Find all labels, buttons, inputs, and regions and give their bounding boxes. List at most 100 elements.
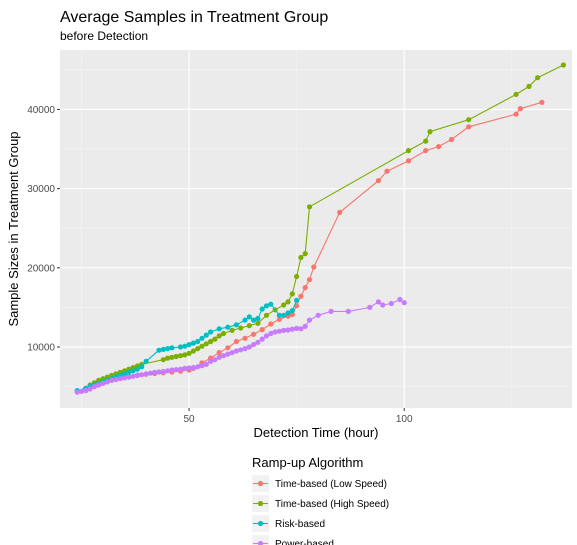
data-point	[388, 300, 394, 307]
data-point	[281, 312, 287, 318]
data-point	[216, 350, 222, 356]
data-point	[285, 310, 291, 316]
data-point	[216, 354, 222, 360]
legend-key	[252, 535, 269, 545]
data-point	[160, 346, 166, 352]
data-point	[216, 333, 222, 339]
data-point	[165, 355, 171, 361]
data-point	[165, 346, 171, 352]
legend-point	[257, 480, 264, 487]
data-point	[289, 308, 295, 314]
data-point	[263, 303, 270, 309]
data-point	[190, 348, 196, 354]
data-point	[466, 124, 472, 130]
data-point	[208, 338, 214, 345]
data-point	[306, 204, 313, 210]
data-point	[173, 353, 179, 360]
data-point	[306, 317, 313, 323]
data-point	[560, 62, 567, 68]
data-point	[182, 343, 188, 349]
data-point	[225, 345, 231, 351]
data-point	[152, 369, 158, 375]
data-point	[143, 358, 149, 364]
x-tick-label: 50	[184, 414, 196, 425]
data-point	[263, 312, 270, 318]
data-point	[139, 372, 145, 378]
data-point	[242, 335, 248, 341]
legend-item: Time-based (Low Speed)	[252, 475, 387, 492]
data-point	[251, 342, 257, 348]
y-axis-title: Sample Sizes in Treatment Group	[6, 131, 21, 326]
data-point	[375, 299, 381, 305]
data-point	[345, 308, 351, 314]
data-point	[375, 178, 381, 184]
data-point	[255, 315, 261, 322]
legend-title: Ramp-up Algorithm	[252, 455, 363, 470]
data-point	[177, 344, 184, 350]
data-point	[212, 357, 218, 363]
data-point	[242, 317, 248, 323]
data-point	[539, 99, 545, 105]
data-point	[401, 300, 407, 306]
data-point	[513, 91, 519, 97]
data-point	[190, 365, 196, 371]
data-point	[126, 369, 132, 375]
data-point	[259, 336, 265, 342]
data-point	[208, 329, 214, 335]
data-point	[328, 308, 334, 314]
data-point	[380, 302, 386, 308]
data-point	[109, 377, 115, 383]
data-point	[397, 296, 403, 303]
data-point	[517, 106, 524, 112]
data-point	[289, 291, 295, 297]
data-point	[91, 384, 97, 390]
data-point	[169, 345, 175, 351]
data-point	[294, 325, 300, 331]
data-point	[242, 346, 248, 352]
x-axis-title: Detection Time (hour)	[254, 425, 379, 440]
data-point	[311, 264, 317, 270]
data-point	[225, 324, 231, 330]
data-point	[281, 327, 287, 333]
data-point	[165, 368, 171, 374]
data-point	[156, 369, 162, 375]
data-point	[268, 330, 274, 337]
data-point	[246, 314, 252, 320]
legend-item: Risk-based	[252, 515, 325, 532]
data-point	[229, 327, 235, 333]
data-point	[298, 293, 304, 299]
data-point	[315, 312, 321, 318]
data-point	[233, 322, 239, 328]
data-point	[535, 75, 541, 81]
data-point	[199, 363, 205, 369]
data-point	[238, 325, 244, 331]
data-point	[177, 353, 184, 359]
data-point	[285, 299, 291, 305]
data-point	[160, 369, 166, 375]
data-point	[203, 361, 209, 367]
data-point	[121, 371, 128, 377]
data-point	[182, 365, 188, 371]
data-point	[143, 371, 149, 377]
data-point	[255, 320, 261, 326]
data-point	[190, 340, 196, 346]
data-point	[126, 374, 132, 380]
data-point	[268, 301, 274, 307]
data-point	[302, 323, 308, 329]
data-point	[195, 338, 201, 345]
data-point	[367, 304, 373, 310]
plot-panel	[60, 50, 572, 408]
data-point	[276, 316, 282, 322]
data-point	[526, 83, 532, 89]
data-point	[195, 364, 201, 370]
data-point	[233, 338, 239, 345]
data-point	[298, 326, 304, 332]
data-point	[199, 335, 205, 341]
data-point	[259, 306, 265, 312]
data-point	[276, 312, 282, 318]
data-point	[220, 353, 227, 359]
data-point	[186, 365, 192, 371]
y-tick-label: 20000	[27, 263, 55, 274]
legend-item: Power-based	[252, 535, 334, 545]
